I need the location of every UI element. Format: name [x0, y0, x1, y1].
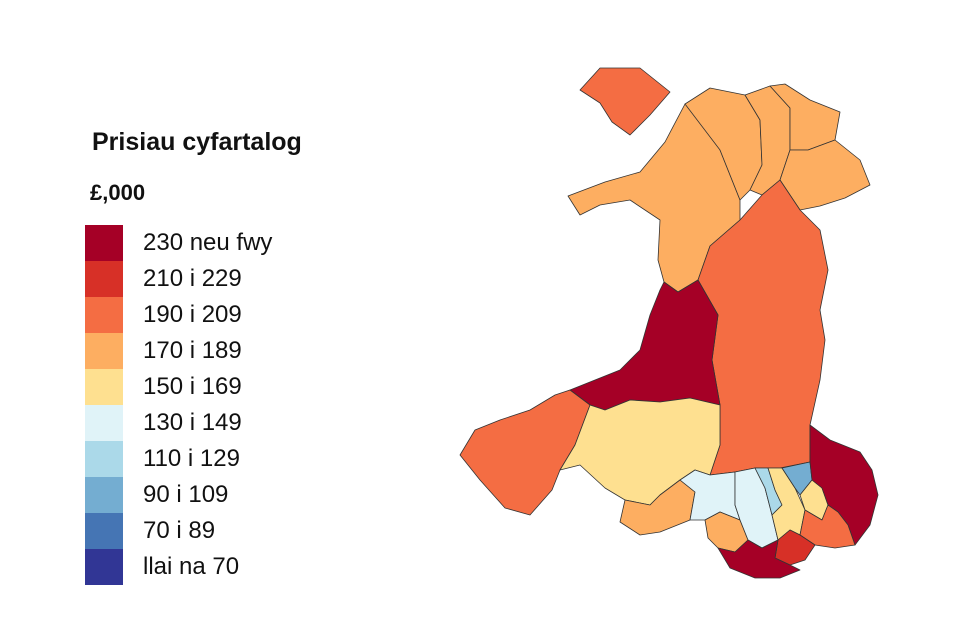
legend-label: 230 neu fwy: [143, 229, 273, 256]
legend-swatch: [85, 441, 123, 477]
legend-item: 190 i 209: [85, 297, 272, 333]
legend-label: 110 i 129: [143, 445, 240, 472]
legend-item: llai na 70: [85, 549, 272, 585]
legend-item: 230 neu fwy: [85, 225, 272, 261]
legend-swatch: [85, 261, 123, 297]
region-wrexham: [779, 139, 871, 211]
legend-swatch: [85, 333, 123, 369]
region-anglesey: [579, 67, 671, 136]
legend-label: 170 i 189: [143, 337, 242, 364]
legend-swatch: [85, 513, 123, 549]
legend-label: 130 i 149: [143, 409, 242, 436]
legend-swatch: [85, 549, 123, 585]
legend-label: 70 i 89: [143, 517, 216, 544]
legend-item: 150 i 169: [85, 369, 272, 405]
legend-label: 210 i 229: [143, 265, 242, 292]
region-ceredigion: [569, 279, 721, 411]
region-vale-of-glamorgan: [717, 539, 801, 579]
legend-title: Prisiau cyfartalog: [92, 128, 302, 156]
map-legend: Prisiau cyfartalog £,000 230 neu fwy 210 …: [0, 0, 400, 640]
legend-swatch: [85, 297, 123, 333]
legend-swatch: [85, 477, 123, 513]
legend-swatch: [85, 369, 123, 405]
legend-item: 210 i 229: [85, 261, 272, 297]
legend-item: 70 i 89: [85, 513, 272, 549]
legend-label: 150 i 169: [143, 373, 242, 400]
legend-unit: £,000: [90, 180, 146, 205]
region-monmouthshire: [809, 424, 879, 546]
legend-item: 90 i 109: [85, 477, 272, 513]
legend-item: 170 i 189: [85, 333, 272, 369]
legend-class-list: 230 neu fwy 210 i 229 190 i 209 170 i 189 15…: [85, 225, 272, 585]
legend-item: 130 i 149: [85, 405, 272, 441]
legend-item: 110 i 129: [85, 441, 272, 477]
legend-swatch: [85, 405, 123, 441]
legend-label: llai na 70: [143, 553, 240, 580]
legend-label: 190 i 209: [143, 301, 242, 328]
wales-choropleth-map: [459, 67, 879, 579]
legend-swatch: [85, 225, 123, 261]
legend-label: 90 i 109: [143, 481, 229, 508]
